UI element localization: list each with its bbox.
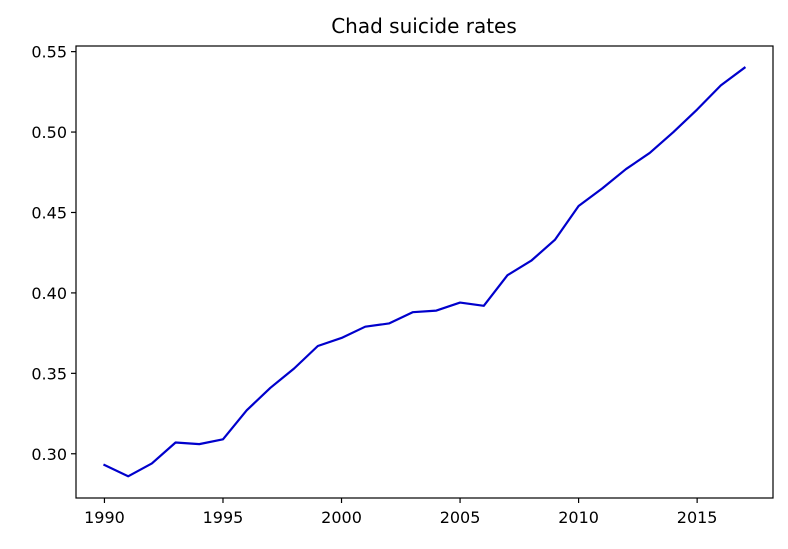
y-tick-label: 0.40: [31, 284, 67, 303]
y-tick-label: 0.45: [31, 203, 67, 222]
y-tick-label: 0.50: [31, 123, 67, 142]
plot-area: [102, 66, 747, 478]
y-tick-label: 0.55: [31, 43, 67, 62]
x-tick-label: 1995: [203, 508, 244, 527]
y-axis: 0.30 0.35 0.40 0.45 0.50 0.55: [31, 43, 76, 464]
x-axis: 1990 1995 2000 2005 2010 2015: [84, 498, 717, 527]
x-tick-label: 2005: [440, 508, 481, 527]
x-tick-label: 2000: [321, 508, 362, 527]
plot-frame: [75, 45, 774, 499]
x-tick-label: 1990: [84, 508, 125, 527]
y-tick-label: 0.30: [31, 445, 67, 464]
series-line-0: [102, 66, 747, 478]
x-tick-label: 2010: [558, 508, 599, 527]
x-tick-label: 2015: [677, 508, 718, 527]
y-tick-label: 0.35: [31, 364, 67, 383]
chart-title: Chad suicide rates: [331, 14, 517, 38]
